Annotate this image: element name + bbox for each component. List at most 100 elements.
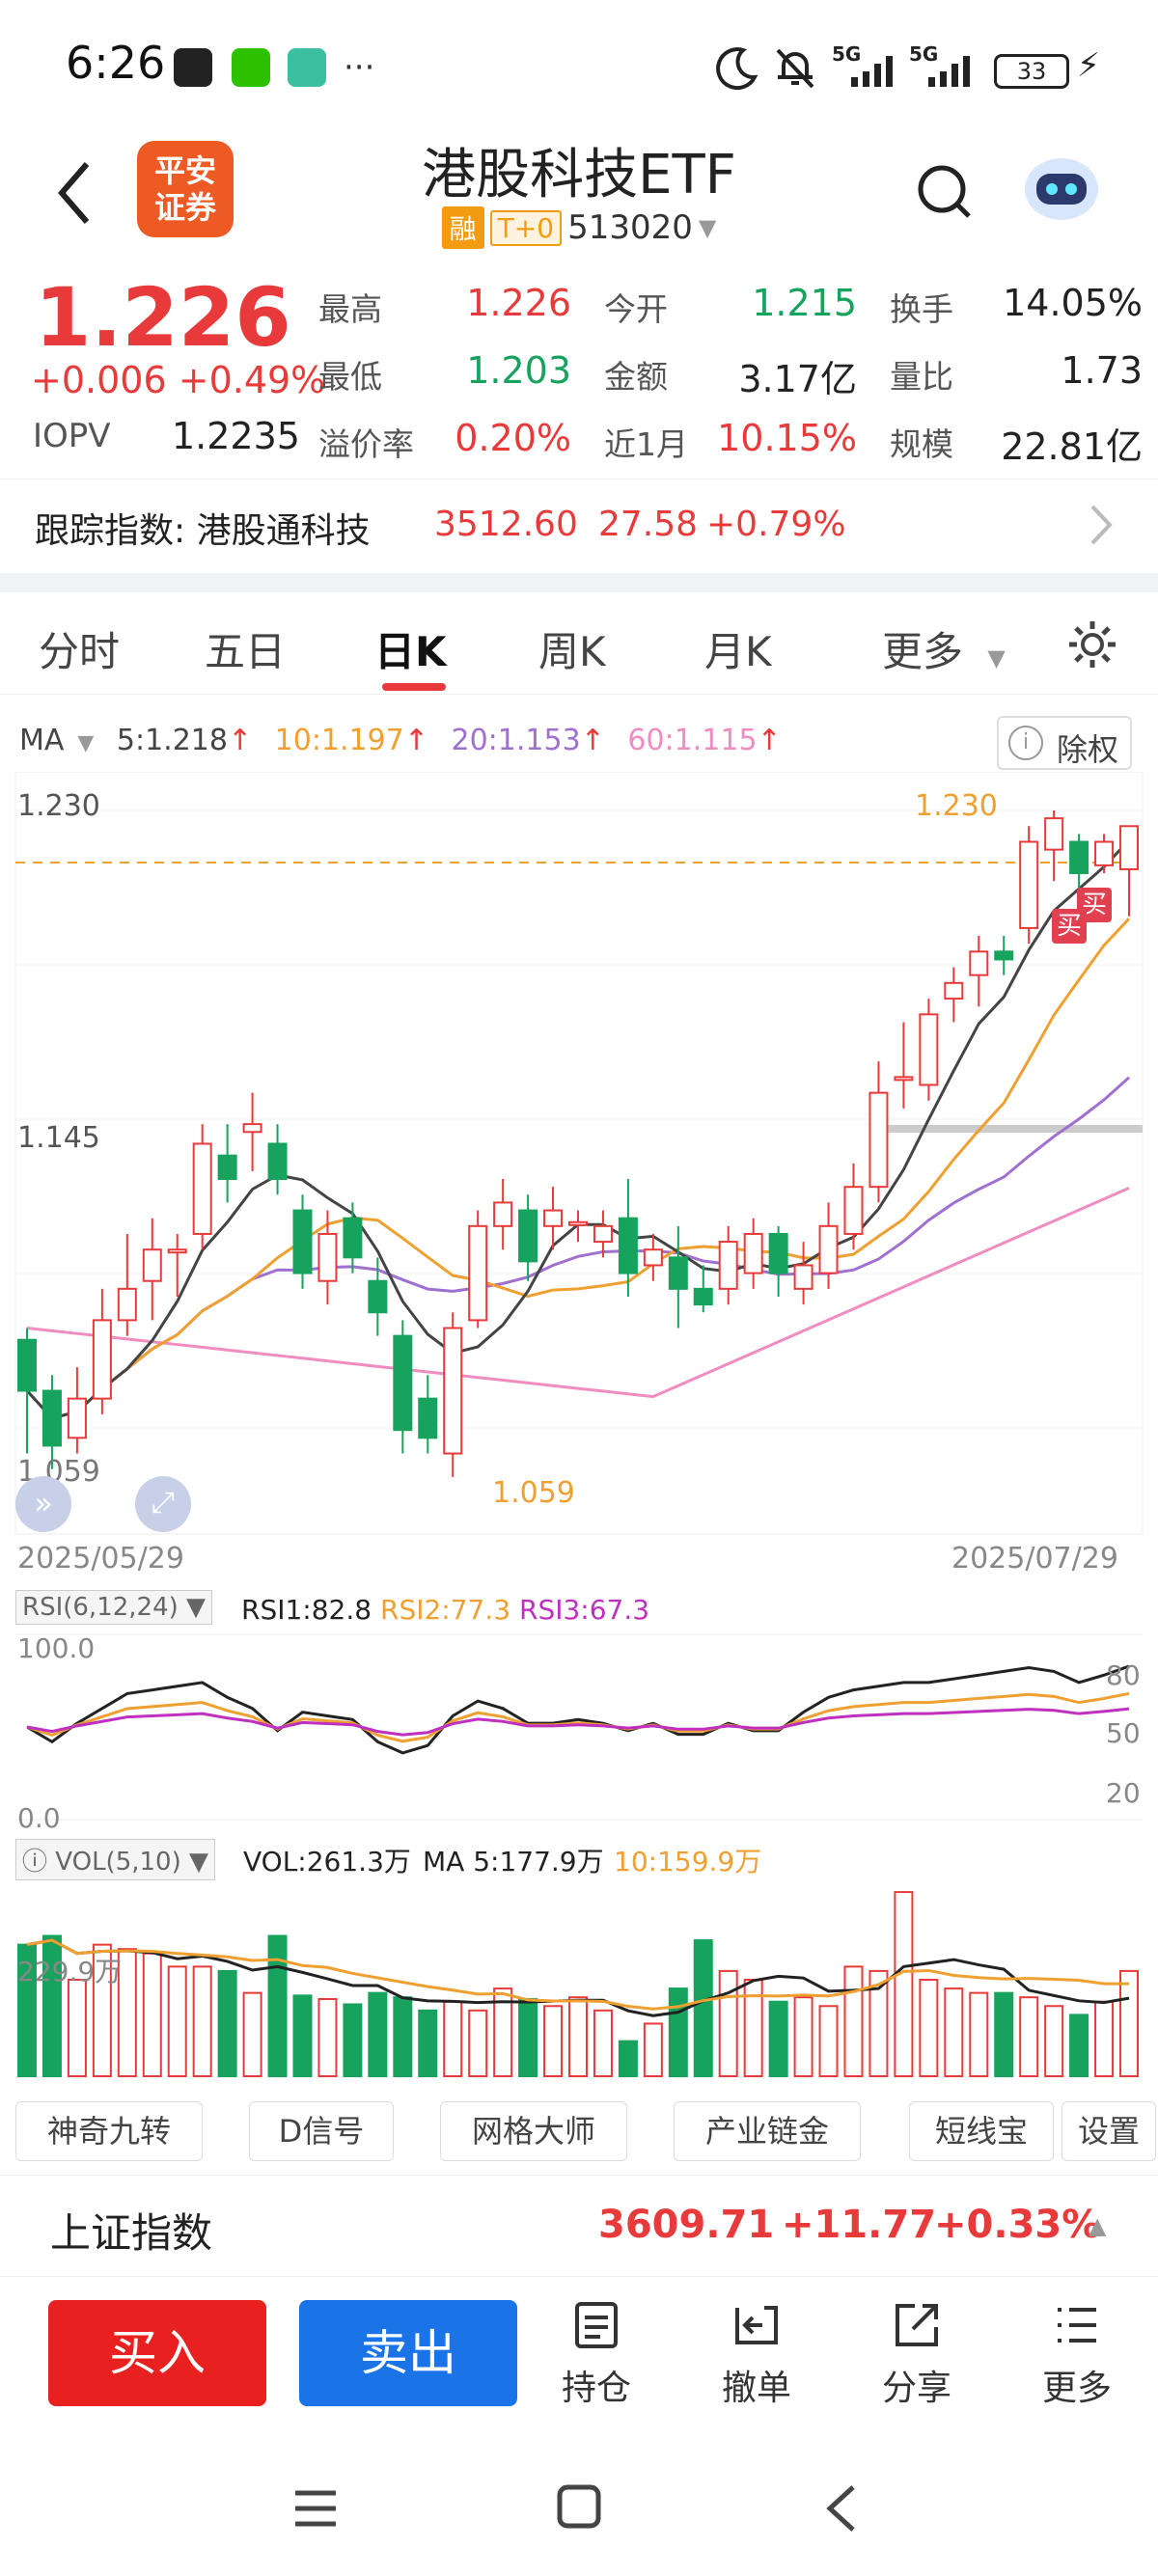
tab-more[interactable]: 更多 ▼ <box>882 628 1006 675</box>
volume-bar <box>493 1987 513 2077</box>
index-pct: +0.33% <box>934 2203 1101 2247</box>
candle <box>969 936 989 1007</box>
security-code-row[interactable]: 融 T+0 513020 ▼ <box>0 206 1158 249</box>
volume-bar <box>843 1965 864 2077</box>
home-icon[interactable] <box>556 2483 602 2530</box>
volume-bars <box>17 1891 1139 2078</box>
chevron-down-icon: ▼ <box>189 1848 209 1877</box>
rsi-level-20: 20 <box>1106 1777 1141 1809</box>
ex-rights-button[interactable]: i 除权 <box>997 716 1132 770</box>
fullscreen-icon[interactable]: ⤢ <box>135 1476 191 1532</box>
tab-five-day[interactable]: 五日 <box>205 628 287 675</box>
candle <box>994 936 1014 975</box>
search-icon[interactable] <box>913 160 975 222</box>
rsi-selector[interactable]: RSI(6,12,24) ▼ <box>15 1590 213 1625</box>
gear-icon[interactable] <box>1065 617 1119 671</box>
volume-bar <box>668 1987 688 2077</box>
index-change: +11.77 <box>782 2203 937 2247</box>
candle <box>267 1124 288 1195</box>
tool-d-signal[interactable]: D信号 <box>249 2101 394 2161</box>
tool-grid-master[interactable]: 网格大师 <box>440 2101 627 2161</box>
back-arrow-icon[interactable] <box>48 154 106 232</box>
last-price: 1.226 <box>35 270 291 365</box>
tool-magic-nine[interactable]: 神奇九转 <box>15 2101 203 2161</box>
tool-industry-chain[interactable]: 产业链金 <box>674 2101 861 2161</box>
candle <box>368 1257 388 1336</box>
volume-bar <box>418 2009 438 2077</box>
bell-muted-icon <box>776 48 814 89</box>
candle <box>793 1242 813 1305</box>
volume-bar <box>292 1994 313 2077</box>
market-index-bar[interactable]: 上证指数 3609.71 +11.77 +0.33% ▲ <box>0 2175 1158 2277</box>
buy-signal-tag[interactable]: 买 <box>1052 909 1087 944</box>
candles <box>17 810 1139 1477</box>
candle <box>17 1328 37 1454</box>
quote-panel: 1.226 +0.006 +0.49% IOPV 1.2235 最高 1.226… <box>0 270 1158 473</box>
vol-ratio-label: 量比 <box>890 358 953 396</box>
signal-icon-1 <box>851 56 893 87</box>
sell-button[interactable]: 卖出 <box>299 2300 517 2406</box>
volume-bar <box>919 1979 939 2077</box>
volume-bar <box>192 1965 212 2077</box>
rsi-y-top: 100.0 <box>17 1632 96 1664</box>
cancel-order-button[interactable]: 撤单 <box>699 2298 814 2410</box>
index-value: 3609.71 <box>598 2203 775 2247</box>
ma60-value: 60:1.115 <box>627 724 758 757</box>
tool-short-term[interactable]: 短线宝 <box>909 2101 1054 2161</box>
status-time: 6:26 <box>66 37 166 89</box>
premium-label: 溢价率 <box>318 425 414 463</box>
volume-bar <box>92 1943 112 2077</box>
vol-selector[interactable]: ⓘ VOL(5,10) ▼ <box>15 1839 216 1880</box>
recent-apps-icon[interactable] <box>291 2487 340 2530</box>
buy-button[interactable]: 买入 <box>48 2300 266 2406</box>
scale-value: 22.81亿 <box>1001 425 1143 468</box>
volume-bar <box>693 1939 713 2077</box>
holdings-icon <box>575 2302 618 2348</box>
tab-intraday[interactable]: 分时 <box>39 628 121 675</box>
charging-icon: ⚡ <box>1077 46 1100 85</box>
rsi3-value: RSI3:67.3 <box>519 1594 650 1626</box>
candle <box>693 1265 713 1313</box>
volume-bar <box>944 1987 964 2077</box>
tab-monthly-k[interactable]: 月K <box>704 628 772 675</box>
active-tab-indicator <box>382 683 446 691</box>
ma20-value: 20:1.153 <box>451 724 581 757</box>
more-button[interactable]: 更多 <box>1019 2298 1135 2410</box>
ma-legend[interactable]: MA ▼ 5:1.218↑ 10:1.197↑ 20:1.153↑ 60:1.11… <box>19 724 795 757</box>
expand-left-icon[interactable]: » <box>15 1476 71 1532</box>
volume-ma-lines <box>26 1938 1130 2017</box>
volume-bar <box>242 1991 262 2077</box>
info-icon: ⓘ <box>22 1848 48 1877</box>
back-nav-icon[interactable] <box>822 2483 861 2534</box>
index-name: 上证指数 <box>50 2209 213 2257</box>
month-label: 近1月 <box>604 425 688 463</box>
share-button[interactable]: 分享 <box>859 2298 975 2410</box>
rsi-level-80: 80 <box>1106 1659 1141 1691</box>
tool-settings[interactable]: 设置 <box>1062 2101 1156 2161</box>
tab-daily-k[interactable]: 日K <box>374 628 447 675</box>
price-change: +0.006 +0.49% <box>31 359 326 401</box>
kline-chart[interactable] <box>0 772 1158 1544</box>
tracking-index-row[interactable]: 跟踪指数: 港股通科技 3512.60 27.58 +0.79% <box>0 479 1158 571</box>
volume-chart[interactable] <box>0 1879 1158 2078</box>
rsi-level-50: 50 <box>1106 1717 1141 1749</box>
iopv-value: 1.2235 <box>172 415 300 457</box>
volume-bar <box>768 2000 788 2077</box>
volume-bar <box>818 2005 839 2077</box>
volume-bar <box>894 1891 914 2077</box>
cancel-order-icon <box>735 2306 778 2344</box>
ma5-value: 5:1.218 <box>116 724 228 757</box>
t0-tag: T+0 <box>489 209 563 246</box>
rsi-chart[interactable] <box>0 1631 1158 1823</box>
holdings-button[interactable]: 持仓 <box>538 2298 654 2410</box>
share-icon <box>896 2304 938 2346</box>
vol-ratio-value: 1.73 <box>1061 349 1143 392</box>
volume-bar <box>167 1965 187 2077</box>
low-marker-label: 1.059 <box>492 1476 575 1510</box>
candle <box>1069 834 1089 890</box>
buy-signal-tag[interactable]: 买 <box>1077 888 1112 922</box>
volume-bar <box>317 1998 338 2077</box>
tab-weekly-k[interactable]: 周K <box>538 628 606 675</box>
ai-assistant-icon[interactable] <box>1021 152 1102 224</box>
kline-frame <box>14 772 1144 1535</box>
